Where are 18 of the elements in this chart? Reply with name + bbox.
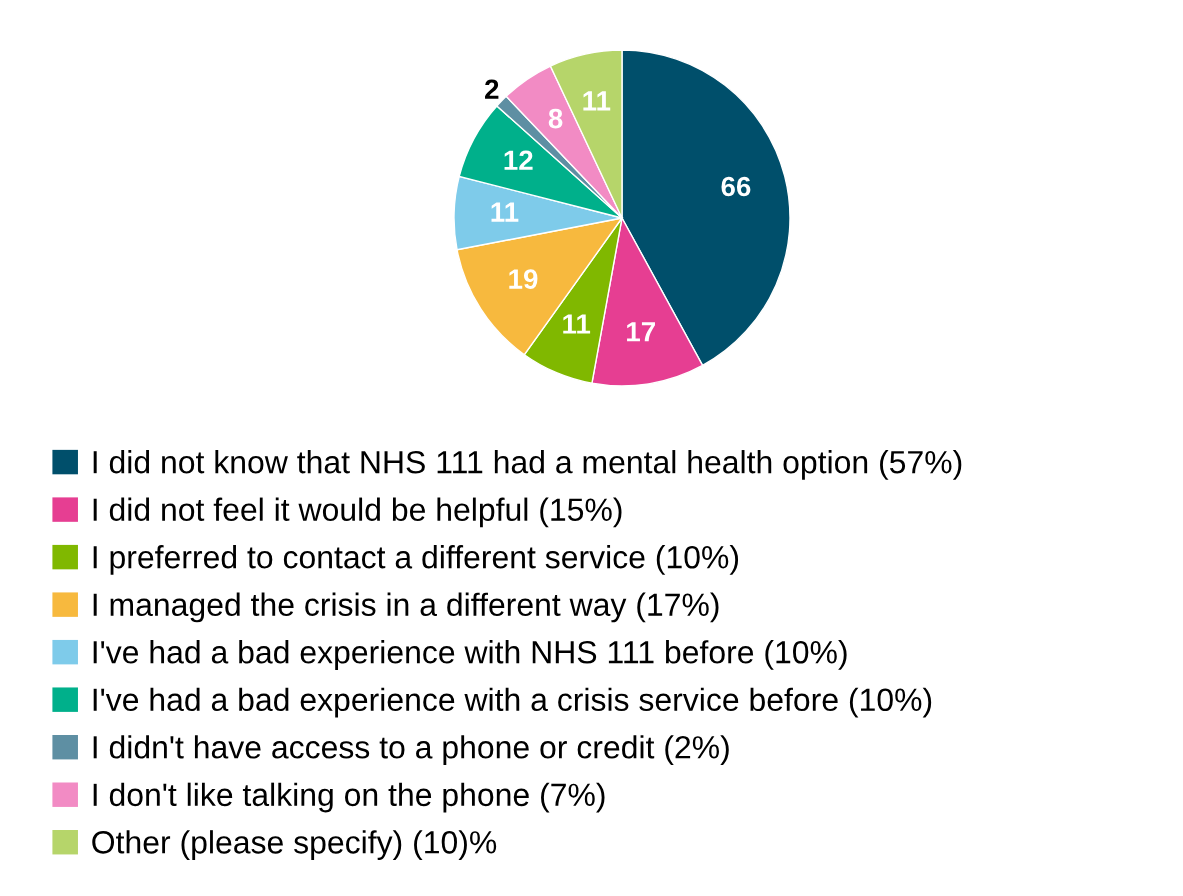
data-label: 11 bbox=[491, 202, 519, 222]
legend-label: I did not feel it would be helpful (15%) bbox=[93, 497, 622, 528]
data-label: 8 bbox=[548, 108, 563, 129]
legend-label: I've had a bad experience with NHS 111 before (10%) bbox=[93, 640, 847, 670]
legend-label: I don't like talking on the phone (7%) bbox=[93, 782, 605, 813]
data-label: 17 bbox=[627, 322, 655, 342]
data-label: 11 bbox=[583, 91, 611, 111]
data-label: 12 bbox=[504, 150, 533, 170]
legend-label: I did not know that NHS 111 had a mental health option (57%) bbox=[93, 450, 962, 480]
data-label: 19 bbox=[509, 269, 538, 289]
legend-label: I didn't have access to a phone or credit (2%) bbox=[93, 735, 729, 765]
data-label: 2 bbox=[485, 79, 499, 99]
legend-label: Other (please specify) (10)% bbox=[92, 830, 497, 860]
legend-label: I managed the crisis in a different way (17%) bbox=[93, 592, 719, 623]
data-label: 11 bbox=[563, 314, 591, 334]
legend-label: I preferred to contact a different service (10%) bbox=[93, 545, 739, 575]
data-label: 66 bbox=[721, 176, 751, 197]
legend-label: I've had a bad experience with a crisis service before (10%) bbox=[93, 687, 932, 718]
